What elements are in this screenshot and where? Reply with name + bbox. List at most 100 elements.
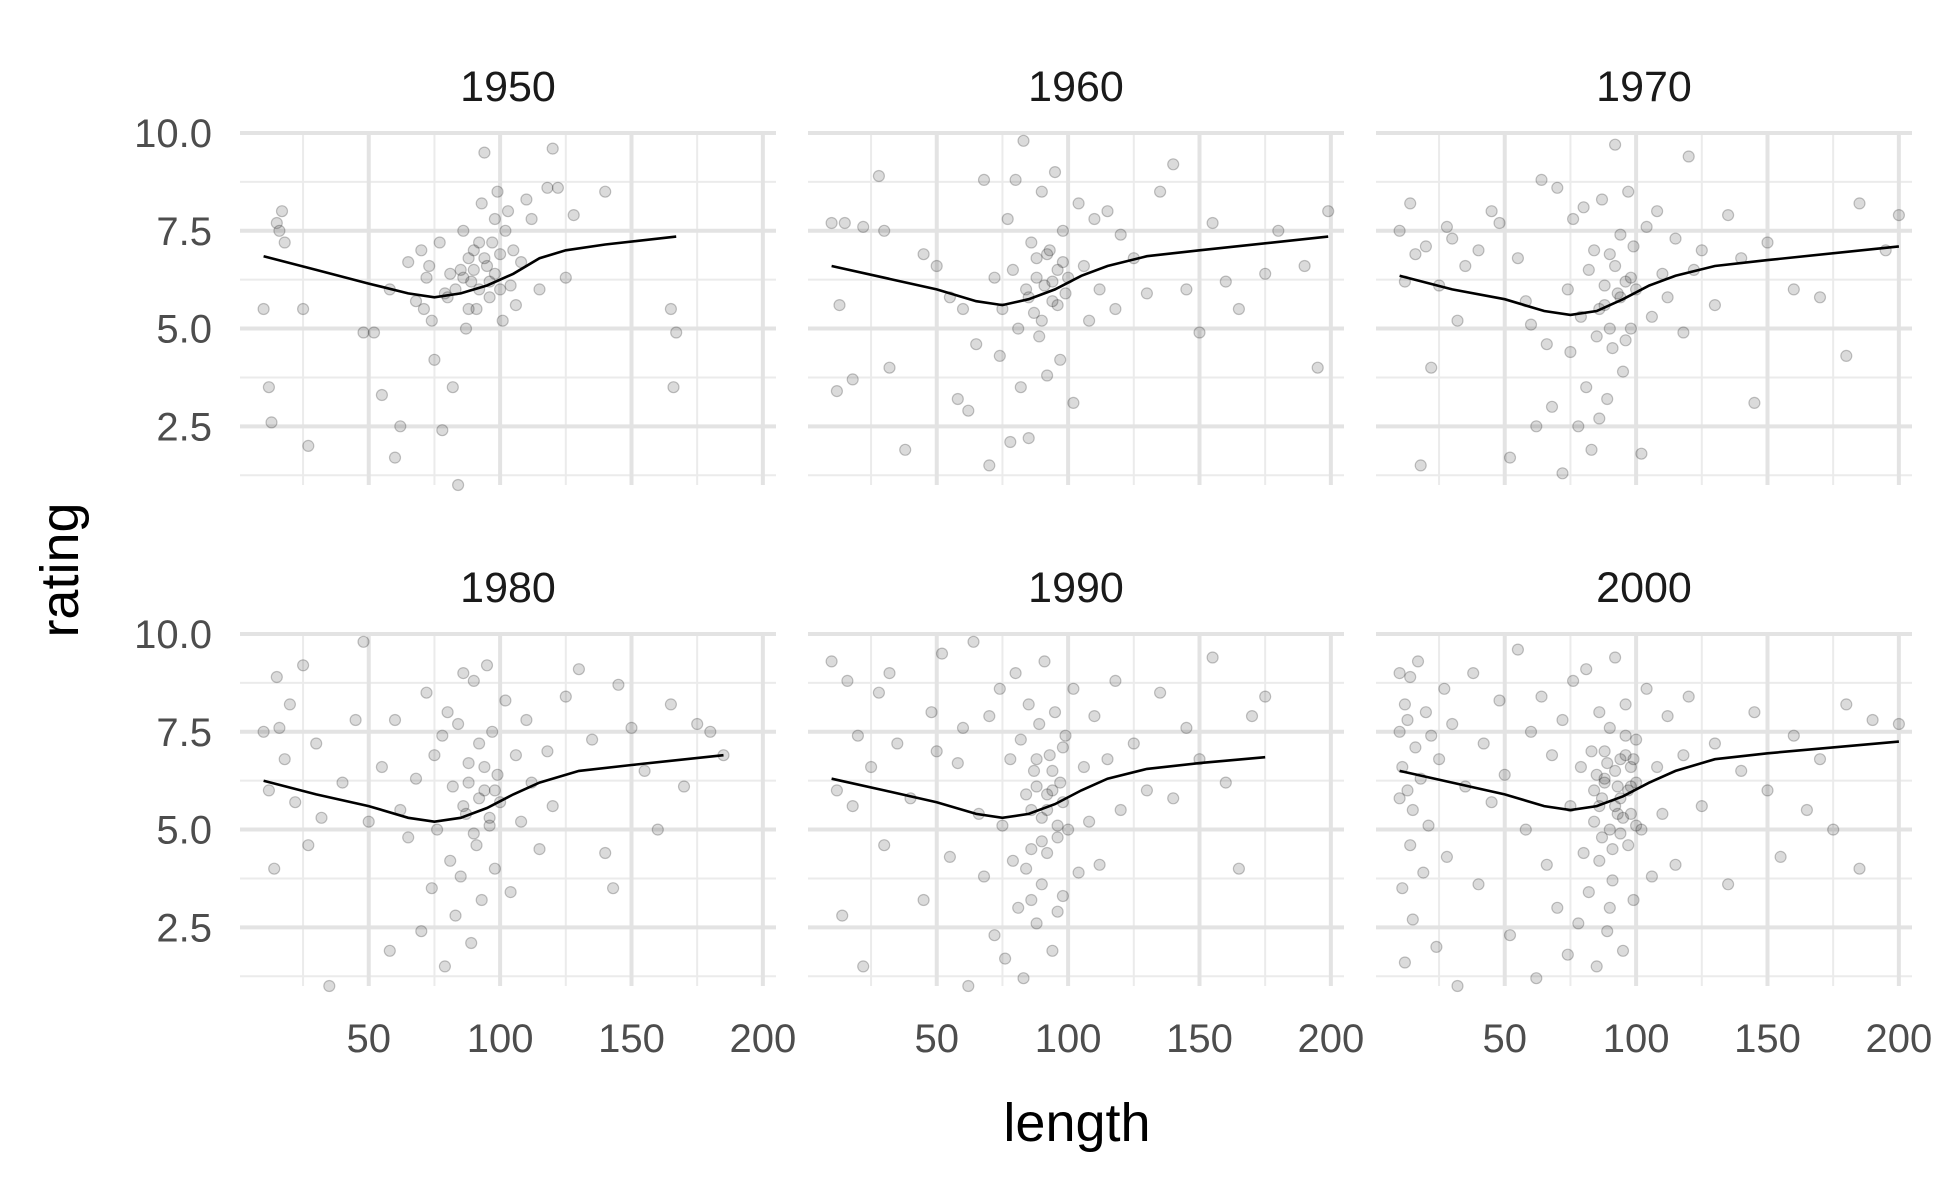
data-point: [943, 850, 957, 864]
data-point: [1019, 788, 1033, 801]
data-point: [851, 729, 865, 742]
data-point: [362, 815, 375, 828]
data-point: [1616, 944, 1630, 957]
data-point: [452, 478, 465, 492]
data-point: [1601, 392, 1614, 406]
data-point: [1593, 412, 1606, 425]
data-point: [1446, 717, 1459, 731]
data-point: [420, 271, 433, 284]
data-point: [704, 725, 717, 738]
data-point: [483, 291, 496, 304]
data-point: [830, 385, 844, 398]
data-point: [462, 756, 475, 770]
data-point: [1009, 173, 1022, 186]
data-point: [275, 205, 289, 218]
data-point: [1046, 295, 1059, 308]
data-point: [1603, 901, 1616, 914]
data-point: [459, 322, 473, 335]
data-point: [1038, 655, 1051, 668]
data-point: [996, 819, 1009, 832]
data-point: [1051, 299, 1064, 312]
data-point: [1493, 216, 1506, 230]
data-point: [846, 373, 859, 386]
x-tick-label: 100: [1603, 1017, 1670, 1061]
data-point: [988, 929, 1001, 942]
data-point: [1595, 831, 1609, 844]
data-point: [977, 870, 991, 883]
data-point: [1611, 287, 1624, 300]
data-point: [1503, 451, 1517, 464]
data-point: [436, 424, 449, 437]
data-point: [1645, 310, 1659, 323]
data-point: [1627, 753, 1640, 766]
data-point: [1167, 792, 1180, 805]
x-tick-label: 150: [1166, 1017, 1233, 1061]
data-point: [1677, 326, 1690, 339]
x-tick-label: 200: [729, 1017, 796, 1061]
facet-panel-1980: 1980 2.5 5.0 7.5 10.0 50 100 150 200: [134, 564, 796, 1061]
data-point: [1564, 345, 1577, 359]
data-point: [1511, 252, 1525, 265]
x-tick-label: 50: [914, 1017, 959, 1061]
data-point: [1440, 220, 1454, 233]
data-point: [970, 338, 983, 351]
data-point: [383, 944, 396, 957]
data-point: [1608, 764, 1622, 778]
data-point: [1787, 729, 1800, 742]
data-point: [509, 749, 523, 762]
data-point: [1059, 287, 1072, 300]
data-point: [1206, 651, 1219, 664]
facet-title: 1970: [1596, 63, 1692, 111]
data-point: [1393, 725, 1406, 738]
data-point: [1311, 361, 1324, 374]
data-point: [1109, 674, 1122, 688]
data-point: [1622, 185, 1635, 198]
data-point: [1027, 764, 1041, 778]
facet-title: 2000: [1596, 564, 1692, 612]
data-point: [1598, 776, 1611, 789]
data-point: [1503, 929, 1517, 942]
data-point: [1056, 224, 1070, 237]
data-point: [1611, 780, 1624, 793]
data-point: [993, 349, 1006, 362]
data-point: [1054, 353, 1067, 366]
data-point: [1014, 733, 1027, 746]
data-point: [273, 224, 286, 237]
data-point: [1472, 244, 1485, 257]
data-point: [1661, 709, 1674, 723]
data-point: [520, 713, 533, 727]
data-point: [1661, 291, 1674, 304]
data-point: [1019, 862, 1033, 875]
data-point: [1493, 694, 1506, 707]
data-point: [883, 666, 896, 680]
smooth-line: [1399, 245, 1900, 317]
data-point: [1232, 862, 1246, 875]
y-tick-label: 2.5: [156, 906, 212, 950]
data-point: [1035, 878, 1048, 891]
data-point: [1800, 803, 1814, 817]
data-point: [1012, 322, 1025, 335]
data-point: [1061, 823, 1075, 836]
data-point: [415, 244, 428, 257]
data-point: [1043, 749, 1056, 762]
data-point: [1004, 435, 1017, 449]
data-point: [1180, 721, 1193, 735]
data-point: [302, 839, 315, 852]
data-point: [1640, 682, 1653, 695]
data-point: [315, 811, 328, 824]
data-point: [1035, 314, 1048, 327]
data-point: [1056, 256, 1070, 269]
data-point: [1761, 236, 1774, 249]
data-point: [1451, 314, 1464, 327]
data-point: [270, 670, 283, 684]
data-point: [1082, 314, 1096, 327]
x-tick-label: 200: [1865, 1017, 1932, 1061]
facet-title: 1990: [1028, 564, 1124, 612]
data-point: [1093, 858, 1106, 871]
data-point: [1101, 753, 1114, 766]
data-point: [483, 819, 496, 832]
data-point: [514, 815, 528, 828]
data-point: [1645, 870, 1659, 883]
data-point: [1627, 240, 1640, 253]
data-point: [496, 314, 509, 327]
